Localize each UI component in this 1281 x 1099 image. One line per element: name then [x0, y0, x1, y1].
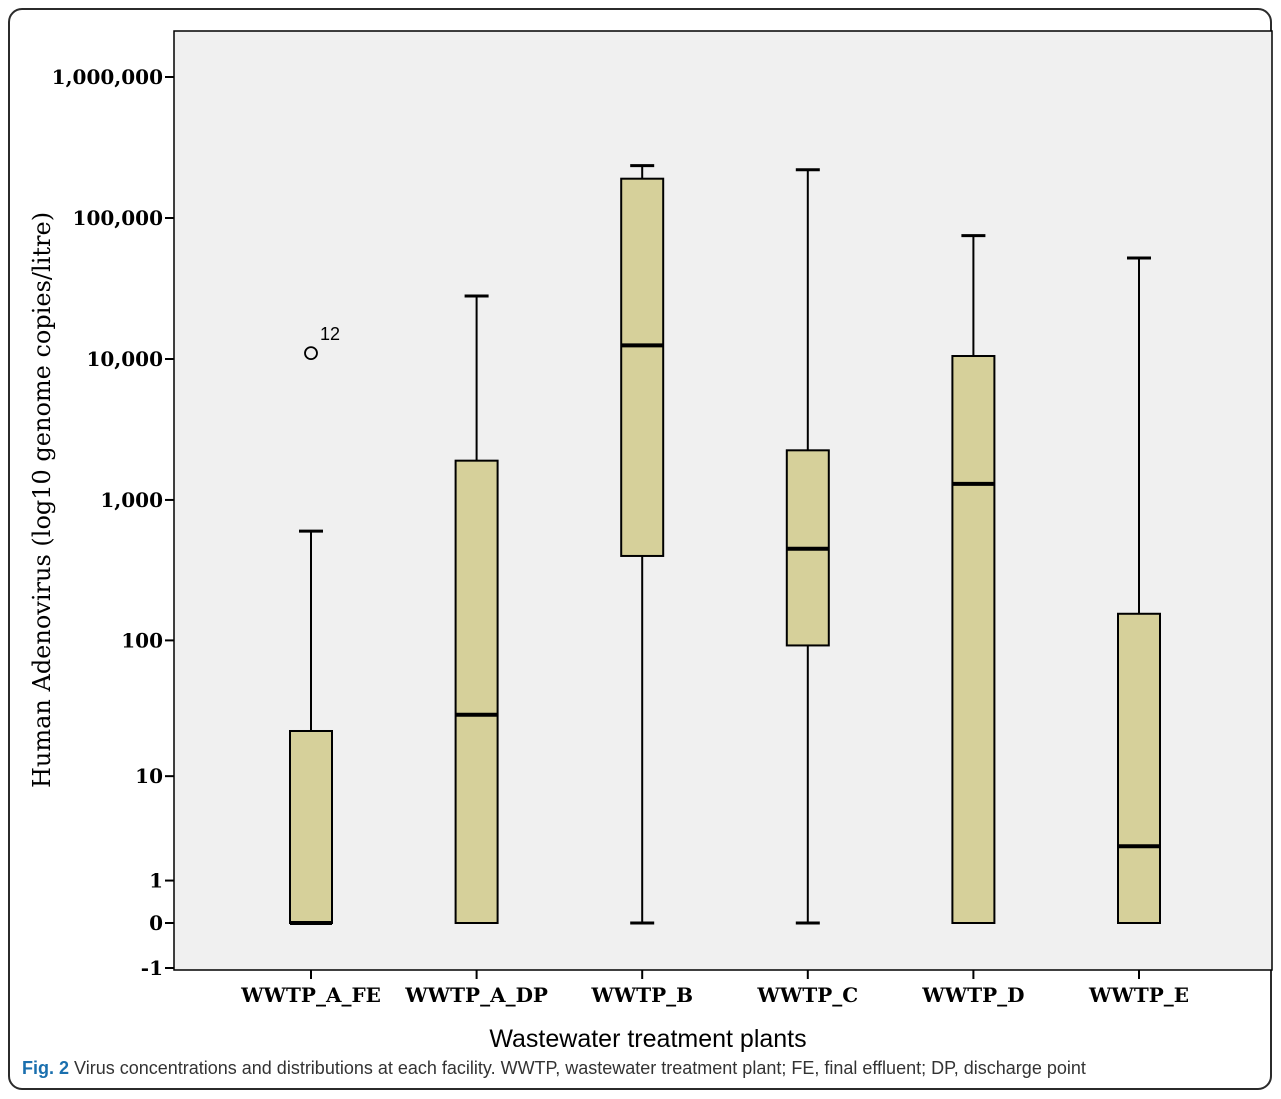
x-tick-label: WWTP_A_FE — [240, 983, 381, 1007]
box-wwtp-c — [785, 168, 830, 925]
outlier-point — [304, 346, 318, 361]
y-tick-label: 100,000 — [73, 206, 163, 230]
iqr-box — [289, 729, 333, 925]
box-wwtp-b — [620, 164, 665, 925]
x-tick-label: WWTP_B — [590, 983, 693, 1007]
x-tick-label: WWTP_D — [921, 983, 1024, 1007]
figure-number: Fig. 2 — [22, 1058, 70, 1078]
x-axis: WWTP_A_FE WWTP_A_DP WWTP_B WWTP_C WWTP_D WWTP… — [240, 970, 1189, 1007]
box-wwtp-a-dp — [454, 294, 499, 924]
figure-caption: Fig. 2 Virus concentrations and distribu… — [22, 1058, 1262, 1079]
x-axis-title: Wastewater treatment plants — [489, 1025, 806, 1053]
outliers-group: 12 — [304, 324, 340, 361]
y-tick-label: 10 — [135, 764, 163, 788]
y-tick-label: 1,000 — [100, 488, 163, 512]
y-tick-label: 100 — [121, 628, 163, 652]
x-tick-label: WWTP_C — [756, 983, 858, 1007]
box-wwtp-a-fe — [289, 529, 333, 925]
iqr-box — [620, 177, 665, 557]
x-tick-label: WWTP_E — [1088, 983, 1189, 1007]
y-tick-label: 10,000 — [86, 347, 163, 371]
iqr-box — [1117, 612, 1161, 924]
y-tick-label: 1 — [149, 869, 163, 893]
box-wwtp-d — [951, 234, 996, 924]
y-axis-title: Human Adenovirus (log10 genome copies/li… — [28, 212, 56, 788]
iqr-box — [454, 459, 499, 924]
y-tick-label: 0 — [149, 911, 163, 935]
caption-text: Virus concentrations and distributions a… — [69, 1058, 1086, 1078]
iqr-box — [951, 355, 996, 924]
plot-area — [173, 30, 1273, 971]
x-tick-label: WWTP_A_DP — [404, 983, 548, 1007]
outlier-label: 12 — [320, 324, 340, 344]
y-tick-label: -1 — [141, 956, 163, 980]
boxes-group — [289, 164, 1161, 925]
y-tick-label: 1,000,000 — [52, 65, 163, 89]
box-wwtp-e — [1117, 256, 1161, 924]
